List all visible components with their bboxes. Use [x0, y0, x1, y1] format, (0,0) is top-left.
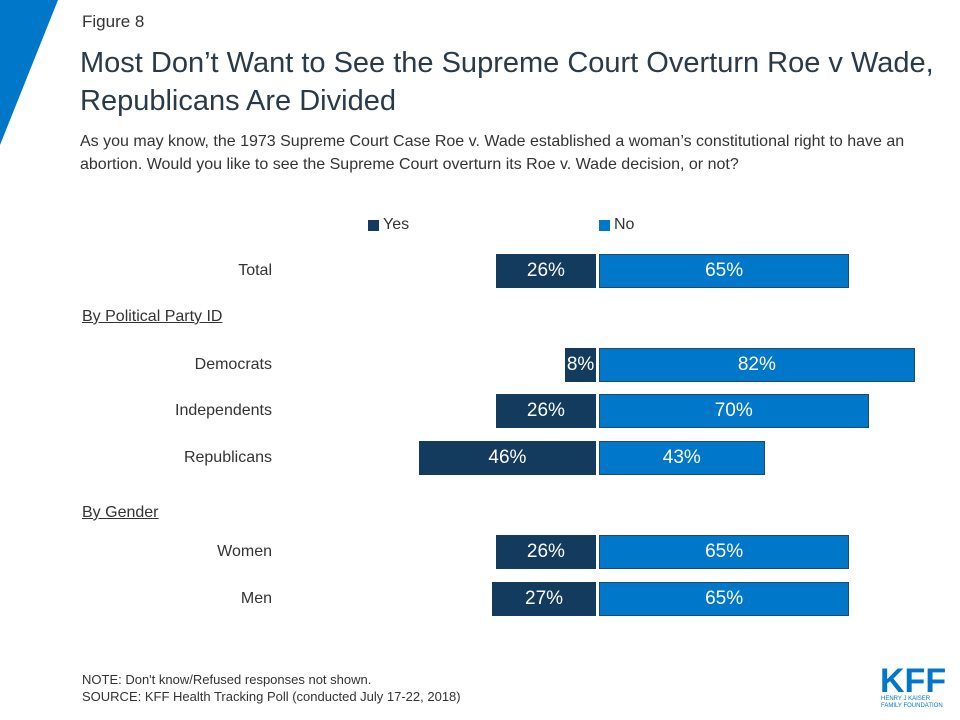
chart-subtitle: As you may know, the 1973 Supreme Court …: [80, 133, 905, 173]
legend-yes-label: Yes: [383, 216, 410, 233]
bar-yes: 8%: [565, 348, 596, 382]
category-label: Total: [238, 262, 272, 279]
legend-no: No: [599, 216, 634, 234]
bar-yes: 26%: [495, 254, 596, 288]
group-label-gender: By Gender: [82, 504, 159, 521]
logo-line1: HENRY J KAISER: [881, 696, 931, 702]
bar-yes: 26%: [495, 535, 596, 569]
legend-no-swatch: [599, 219, 610, 231]
category-label: Women: [217, 543, 272, 560]
category-label: Men: [240, 590, 272, 607]
group-label-party: By Political Party ID: [82, 308, 223, 325]
bar-no: 43%: [599, 441, 765, 475]
bar-no: 65%: [599, 582, 850, 616]
kff-logo: KFF HENRY J KAISER FAMILY FOUNDATION: [880, 662, 946, 709]
chart-title: Most Don’t Want to See the Supreme Court…: [80, 47, 934, 117]
bar-no: 82%: [599, 348, 915, 382]
bar-yes: 27%: [492, 582, 596, 616]
figure-label: Figure 8: [82, 12, 145, 31]
bar-yes: 26%: [495, 394, 596, 428]
category-label: Republicans: [183, 449, 272, 466]
legend-yes: Yes: [368, 216, 409, 234]
bar-no: 65%: [599, 535, 850, 569]
source-text: SOURCE: KFF Health Tracking Poll (conduc…: [82, 689, 461, 704]
logo-main: KFF: [880, 662, 946, 700]
legend-yes-swatch: [368, 219, 379, 231]
logo-line2: FAMILY FOUNDATION: [881, 703, 943, 709]
bar-yes: 46%: [418, 441, 596, 475]
category-label: Democrats: [194, 356, 272, 373]
legend-no-label: No: [614, 216, 635, 233]
corner-accent-triangle: [0, 0, 58, 145]
bar-no: 65%: [599, 254, 850, 288]
footnote: NOTE: Don't know/Refused responses not s…: [82, 671, 461, 705]
category-label: Independents: [175, 402, 272, 419]
note-text: NOTE: Don't know/Refused responses not s…: [82, 672, 372, 687]
bar-no: 70%: [599, 394, 869, 428]
